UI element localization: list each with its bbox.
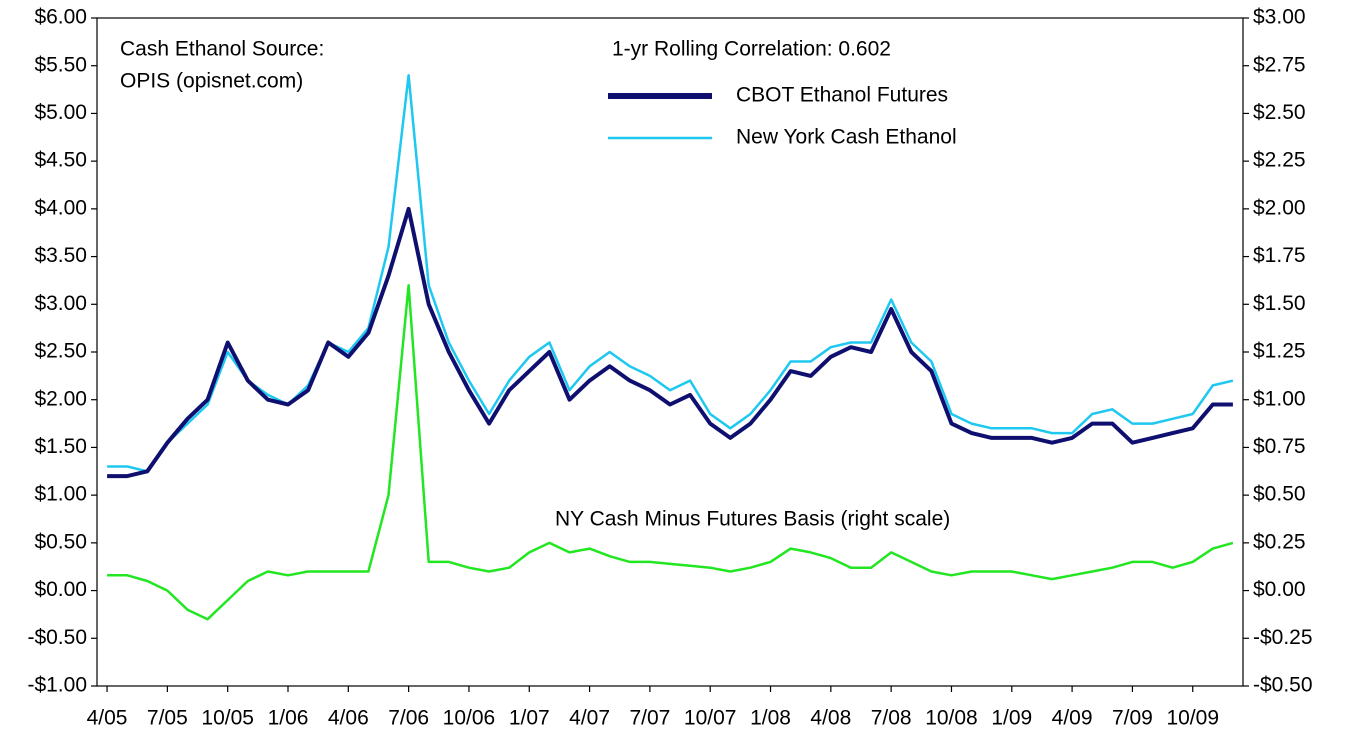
y-tick-label: $5.50 [34,53,87,76]
legend-label: New York Cash Ethanol [736,126,957,149]
series-line [107,206,1233,479]
series-label: NY Cash Minus Futures Basis (right scale… [555,508,950,531]
y-tick-label: $0.50 [34,530,87,553]
y2-tick-label: $0.50 [1253,483,1306,506]
x-tick-label: 10/08 [925,707,978,730]
x-tick-label: 4/08 [810,707,851,730]
x-tick-label: 1/09 [991,707,1032,730]
y-tick-label: $5.00 [34,101,87,124]
y2-tick-label: $1.00 [1253,387,1306,410]
y2-tick-label: $0.75 [1253,435,1306,458]
y-tick-label: $3.50 [34,244,87,267]
y-tick-label: -$1.00 [27,674,87,697]
y2-tick-label: $2.75 [1253,53,1306,76]
series-line [107,74,1234,473]
plot-frame [96,17,1244,687]
y-tick-label: $0.00 [34,578,87,601]
series-line [107,283,1234,621]
y2-tick-label: $3.00 [1253,6,1306,29]
y-tick-label: $3.00 [34,292,87,315]
y2-tick-label: -$0.50 [1253,674,1313,697]
x-tick-label: 4/05 [87,707,128,730]
x-tick-label: 4/07 [569,707,610,730]
annotation: 1-yr Rolling Correlation: 0.602 [612,38,891,61]
x-tick-label: 7/08 [871,707,912,730]
y2-tick-label: $2.50 [1253,101,1306,124]
x-tick-label: 10/09 [1166,707,1219,730]
y2-tick-label: $1.75 [1253,244,1306,267]
y2-tick-label: $0.00 [1253,578,1306,601]
x-tick-label: 7/09 [1112,707,1153,730]
y-tick-label: $6.00 [34,6,87,29]
y-tick-label: $4.50 [34,149,87,172]
y-tick-label: $2.00 [34,387,87,410]
x-tick-label: 7/07 [629,707,670,730]
y-tick-label: $1.50 [34,435,87,458]
x-tick-label: 7/06 [388,707,429,730]
y-tick-label: $4.00 [34,196,87,219]
annotation: OPIS (opisnet.com) [120,70,303,93]
y2-tick-label: -$0.25 [1253,626,1313,649]
annotation: Cash Ethanol Source: [120,38,324,61]
legend-label: CBOT Ethanol Futures [736,84,948,107]
y2-tick-label: $0.25 [1253,530,1306,553]
x-tick-label: 4/09 [1052,707,1093,730]
y-tick-label: $2.50 [34,340,87,363]
y2-tick-label: $2.25 [1253,149,1306,172]
x-tick-label: 4/06 [328,707,369,730]
x-tick-label: 10/07 [684,707,737,730]
y2-tick-label: $2.00 [1253,196,1306,219]
x-tick-label: 1/06 [268,707,309,730]
y-tick-label: -$0.50 [27,626,87,649]
y-tick-label: $1.00 [34,483,87,506]
y2-tick-label: $1.50 [1253,292,1306,315]
x-tick-label: 10/05 [201,707,254,730]
x-tick-label: 10/06 [443,707,496,730]
y2-tick-label: $1.25 [1253,340,1306,363]
x-tick-label: 1/07 [509,707,550,730]
x-tick-label: 1/08 [750,707,791,730]
x-tick-label: 7/05 [147,707,188,730]
